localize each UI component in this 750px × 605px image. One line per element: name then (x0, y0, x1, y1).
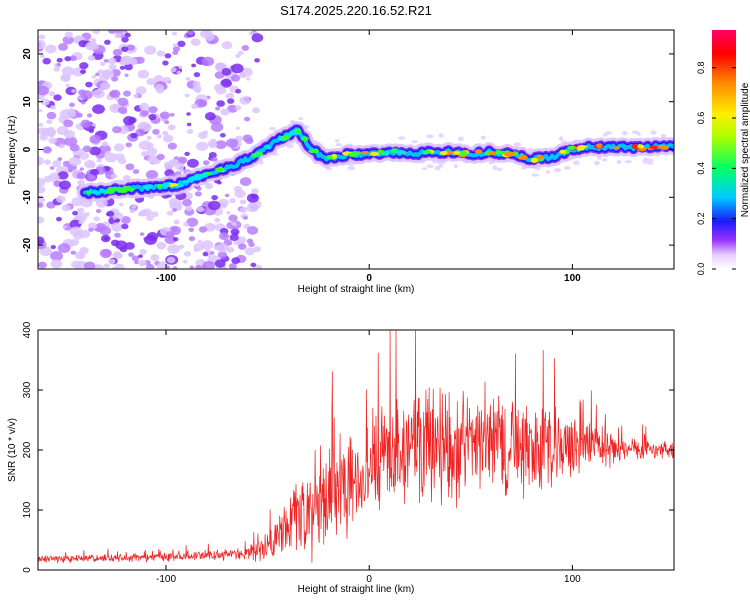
snr-x-tick-label: -100 (156, 574, 176, 585)
colorbar-tick-label: 0.0 (696, 263, 706, 276)
snr-panel: -100 0 100 0 100 200 300 400 Height of straigh… (7, 321, 675, 595)
colorbar-tick-label: 0.4 (696, 162, 706, 175)
colorbar-ticks: 0.0 0.2 0.4 0.6 0.8 (696, 61, 736, 275)
colorbar-label: Normalized spectral amplitude (740, 82, 750, 217)
spectrogram-y-tick-label: -20 (22, 237, 33, 252)
spectrogram-y-tick-label: -10 (22, 190, 33, 205)
colorbar-tick-label: 0.6 (696, 112, 706, 125)
spectrogram-heatmap (38, 30, 674, 269)
figure-title: S174.2025.220.16.52.R21 (280, 3, 432, 18)
snr-x-label: Height of straight line (km) (298, 584, 415, 595)
spectrogram-x-tick-label: 100 (564, 273, 581, 284)
snr-x-tick-label: 0 (366, 574, 372, 585)
spectrogram-y-tick-label: 0 (22, 146, 33, 152)
snr-y-ticks: 0 100 200 300 400 (22, 321, 674, 573)
snr-y-tick-label: 300 (22, 381, 33, 398)
spectrogram-x-tick-label: -100 (156, 273, 176, 284)
spectrogram-x-label: Height of straight line (km) (298, 284, 415, 295)
spectrogram-y-tick-label: 20 (22, 48, 33, 60)
colorbar-tick-label: 0.2 (696, 212, 706, 225)
snr-y-tick-label: 200 (22, 441, 33, 458)
spectrogram-y-ticks: -20 -10 0 10 20 (22, 48, 674, 252)
spectrogram-y-tick-label: 10 (22, 96, 33, 108)
snr-series-line (38, 330, 674, 564)
spectrogram-x-tick-label: 0 (366, 273, 372, 284)
snr-y-tick-label: 400 (22, 321, 33, 338)
spectrogram-y-label: Frequency (Hz) (7, 116, 18, 185)
snr-x-tick-label: 100 (564, 574, 581, 585)
colorbar-tick-label: 0.8 (696, 61, 706, 74)
snr-y-tick-label: 0 (22, 567, 33, 573)
snr-y-tick-label: 100 (22, 501, 33, 518)
colorbar: 0.0 0.2 0.4 0.6 0.8 Normalized spectral ampl… (696, 30, 750, 275)
snr-x-ticks: -100 0 100 (156, 330, 581, 585)
colorbar-gradient (712, 30, 736, 269)
snr-y-label: SNR (10 * v/v) (7, 418, 18, 482)
spectrogram-x-ticks: -100 0 100 (156, 30, 581, 284)
